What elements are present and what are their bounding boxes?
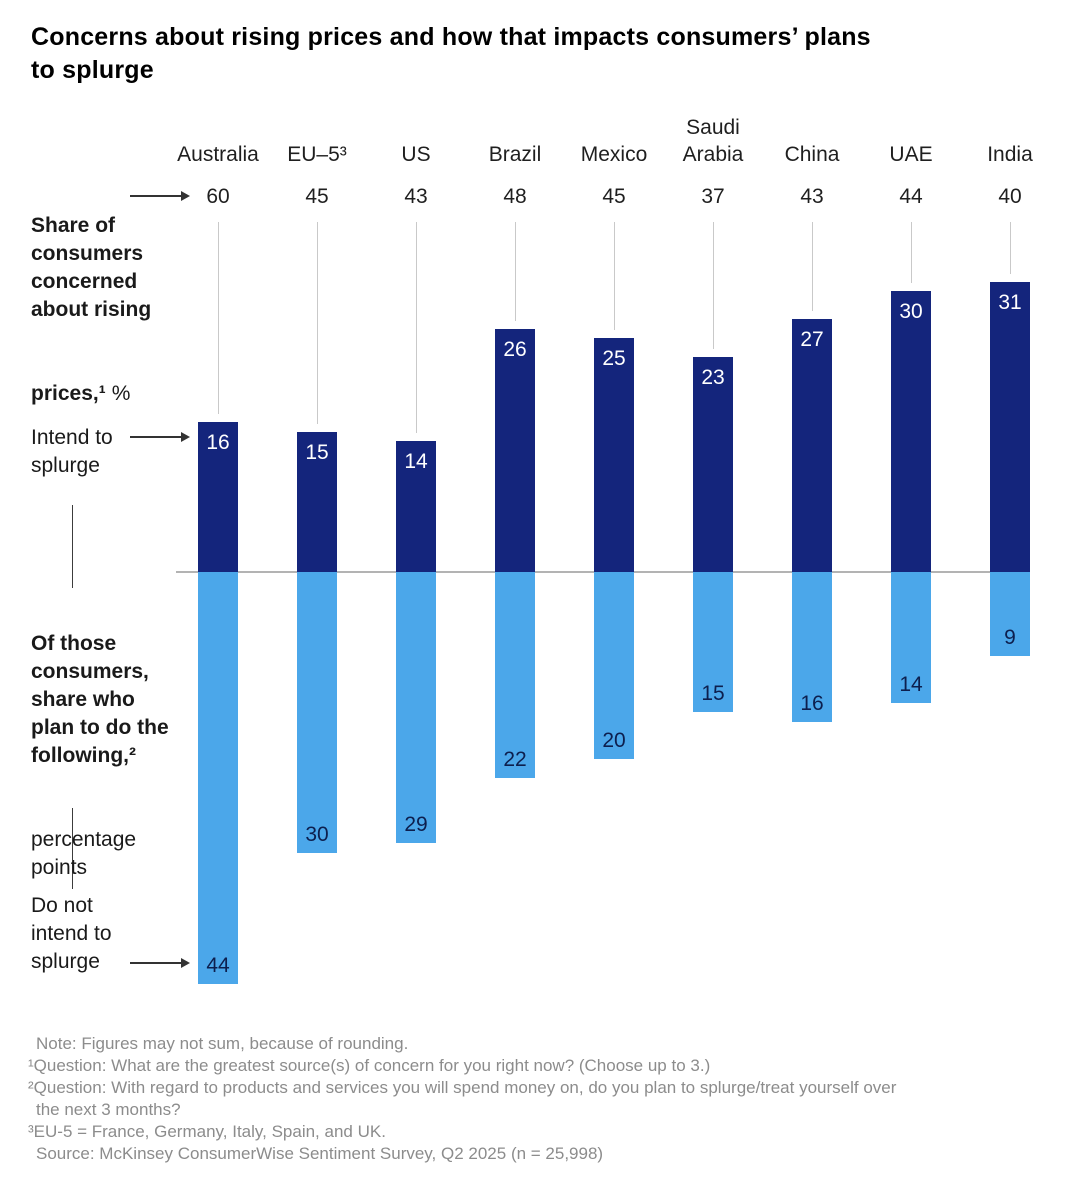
- bar-intend-china: 27: [792, 319, 832, 572]
- bar-intend-value-eu-5: 15: [305, 441, 329, 464]
- plan-label-unit-lines: percentage points: [31, 828, 137, 879]
- bar-intend-brazil: 26: [495, 329, 535, 572]
- bar-intend-value-india: 31: [998, 291, 1022, 314]
- share-value-uae: 44: [899, 185, 923, 208]
- share-value-eu-5: 45: [305, 185, 329, 208]
- leader-line-brazil: [515, 222, 516, 321]
- bar-do-not-intend-value-uae: 14: [899, 673, 923, 696]
- footnote-question-1: ¹Question: What are the greatest source(…: [28, 1056, 711, 1075]
- bar-intend-mexico: 25: [594, 338, 634, 572]
- bar-intend-value-saudi-arabia: 23: [701, 366, 725, 389]
- share-value-china: 43: [800, 185, 824, 208]
- leader-line-uae: [911, 222, 912, 283]
- chart-title: Concerns about rising prices and how tha…: [31, 21, 871, 87]
- bar-do-not-intend-value-mexico: 20: [602, 729, 626, 752]
- share-value-saudi-arabia: 37: [701, 185, 725, 208]
- share-value-india: 40: [998, 185, 1022, 208]
- column-header-china: China: [784, 143, 840, 166]
- bar-do-not-intend-us: 29: [396, 572, 436, 843]
- bar-do-not-intend-value-us: 29: [404, 813, 428, 836]
- plan-label-bold-lines: Of those consumers, share who plan to do…: [31, 632, 169, 767]
- do-not-intend-label: Do not intend to splurge: [31, 894, 112, 973]
- leader-line-mexico: [614, 222, 615, 330]
- bar-do-not-intend-value-china: 16: [800, 692, 824, 715]
- footnotes: Note: Figures may not sum, because of ro…: [28, 1033, 1063, 1165]
- bar-do-not-intend-china: 16: [792, 572, 832, 722]
- bar-intend-india: 31: [990, 282, 1030, 572]
- bar-do-not-intend-value-saudi-arabia: 15: [701, 682, 725, 705]
- share-of-arrow-icon: [130, 191, 190, 201]
- column-header-brazil: Brazil: [488, 143, 542, 166]
- bar-intend-us: 14: [396, 441, 436, 572]
- bar-intend-value-mexico: 25: [602, 347, 626, 370]
- do-not-intend-arrow-icon: [130, 958, 190, 968]
- bar-intend-saudi-arabia: 23: [693, 357, 733, 572]
- column-header-eu-5: EU–5³: [287, 143, 347, 166]
- leader-line-india: [1010, 222, 1011, 274]
- connector-line-top: [72, 505, 73, 588]
- share-label-bold-lines: Share of consumers concerned about risin…: [31, 214, 152, 321]
- footnote-eu5: ³EU-5 = France, Germany, Italy, Spain, a…: [28, 1122, 386, 1141]
- leader-line-us: [416, 222, 417, 433]
- column-header-uae: UAE: [889, 143, 933, 166]
- bar-intend-value-uae: 30: [899, 300, 923, 323]
- footnote-question-2: ²Question: With regard to products and s…: [28, 1078, 897, 1097]
- column-header-australia: Australia: [177, 143, 259, 166]
- bar-do-not-intend-india: 9: [990, 572, 1030, 656]
- share-label-unit: %: [111, 382, 131, 405]
- chart-title-line2: to splurge: [31, 56, 154, 84]
- footnote-note: Note: Figures may not sum, because of ro…: [36, 1034, 409, 1053]
- bar-intend-value-us: 14: [404, 450, 428, 473]
- bar-do-not-intend-value-brazil: 22: [503, 748, 527, 771]
- footnote-source: Source: McKinsey ConsumerWise Sentiment …: [36, 1144, 604, 1163]
- column-header-mexico: Mexico: [580, 143, 648, 166]
- share-value-us: 43: [404, 185, 428, 208]
- leader-line-australia: [218, 222, 219, 414]
- leader-line-china: [812, 222, 813, 311]
- share-of-consumers-label: Share of consumers concerned about risin…: [31, 184, 201, 408]
- bar-do-not-intend-value-india: 9: [1004, 626, 1016, 649]
- bar-intend-value-china: 27: [800, 328, 824, 351]
- bar-do-not-intend-mexico: 20: [594, 572, 634, 759]
- chart-title-line1: Concerns about rising prices and how tha…: [31, 23, 871, 51]
- bar-intend-value-brazil: 26: [503, 338, 527, 361]
- leader-line-eu-5: [317, 222, 318, 424]
- share-value-mexico: 45: [602, 185, 626, 208]
- share-value-australia: 60: [206, 185, 230, 208]
- share-label-prices: prices,¹: [31, 382, 106, 405]
- share-value-brazil: 48: [503, 185, 527, 208]
- bar-do-not-intend-uae: 14: [891, 572, 931, 703]
- bar-do-not-intend-brazil: 22: [495, 572, 535, 778]
- connector-line-bottom: [72, 808, 73, 889]
- bar-do-not-intend-australia: 44: [198, 572, 238, 984]
- bar-do-not-intend-value-eu-5: 30: [305, 823, 329, 846]
- column-header-india: India: [987, 143, 1033, 166]
- bar-do-not-intend-value-australia: 44: [206, 954, 230, 977]
- column-header-us: US: [401, 143, 431, 166]
- bar-intend-eu-5: 15: [297, 432, 337, 572]
- leader-line-saudi-arabia: [713, 222, 714, 349]
- bar-do-not-intend-eu-5: 30: [297, 572, 337, 853]
- footnote-question-2-cont: the next 3 months?: [36, 1100, 181, 1119]
- plan-to-do-label: Of those consumers, share who plan to do…: [31, 602, 201, 882]
- bar-do-not-intend-saudi-arabia: 15: [693, 572, 733, 712]
- bar-intend-australia: 16: [198, 422, 238, 572]
- column-header-saudi-arabia: Saudi Arabia: [682, 116, 744, 166]
- intend-to-splurge-label: Intend to splurge: [31, 426, 113, 477]
- bar-intend-value-australia: 16: [206, 431, 230, 454]
- intend-arrow-icon: [130, 432, 190, 442]
- bar-intend-uae: 30: [891, 291, 931, 572]
